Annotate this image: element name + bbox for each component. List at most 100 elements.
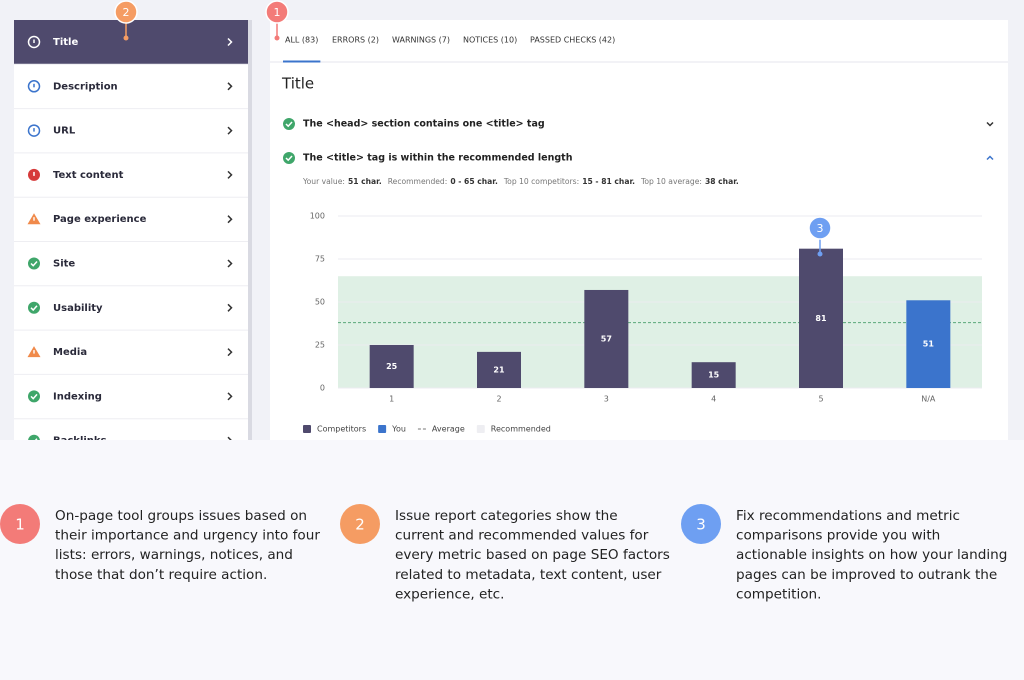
annotation-dot xyxy=(817,251,823,257)
tab[interactable]: ERRORS (2) xyxy=(332,36,379,45)
bar-label: 15 xyxy=(708,371,720,380)
caption-line: their importance and urgency into four xyxy=(55,528,320,544)
bar[interactable] xyxy=(799,248,843,388)
caption-line: experience, etc. xyxy=(395,586,504,602)
sidebar-item[interactable]: Text content xyxy=(53,170,124,181)
tab[interactable]: NOTICES (10) xyxy=(463,36,517,45)
icon-glyph xyxy=(30,260,38,267)
caption-badge xyxy=(340,504,380,544)
annotation-dot xyxy=(274,35,280,41)
bar[interactable] xyxy=(906,300,951,388)
x-tick-label: 5 xyxy=(818,395,823,404)
chevron[interactable] xyxy=(227,126,233,135)
caption-line: pages can be improved to outrank the xyxy=(736,567,997,583)
caption-line: On-page tool groups issues based on xyxy=(55,508,307,524)
legend-swatch xyxy=(476,425,485,433)
sidebar-item[interactable]: Usability xyxy=(53,303,103,314)
caption-number: 2 xyxy=(355,516,365,534)
legend-swatch xyxy=(303,425,311,433)
tab[interactable]: PASSED CHECKS (42) xyxy=(530,36,615,45)
bar-label: 51 xyxy=(923,340,935,349)
caption-line: every metric based on page SEO factors xyxy=(395,547,670,563)
chevron[interactable] xyxy=(986,121,994,127)
bar[interactable] xyxy=(691,362,736,388)
annotation-badge xyxy=(265,0,289,24)
chevron[interactable] xyxy=(227,170,233,179)
chevron[interactable] xyxy=(227,259,233,268)
sidebar-item[interactable]: Media xyxy=(53,347,87,358)
caption-line: related to metadata, text content, user xyxy=(395,567,662,583)
chevron[interactable] xyxy=(986,155,994,161)
caption-number: 3 xyxy=(696,516,706,534)
info-icon xyxy=(27,80,41,93)
annotation-number: 1 xyxy=(274,6,281,19)
bar[interactable] xyxy=(584,289,629,388)
detail-value: 15 - 81 char. xyxy=(582,177,635,186)
detail-label: Top 10 average: xyxy=(640,177,702,186)
tab[interactable]: ALL (83) xyxy=(285,36,318,45)
annotation-dot xyxy=(123,35,129,41)
chevron[interactable] xyxy=(227,436,232,444)
recommended-band xyxy=(338,276,982,388)
legend-label: Recommended xyxy=(491,425,551,434)
caption-line: Issue report categories show the xyxy=(395,508,618,524)
x-tick-label: 3 xyxy=(604,395,609,404)
tab[interactable]: WARNINGS (7) xyxy=(392,36,450,45)
sidebar-item[interactable]: Title xyxy=(53,37,78,48)
detail-value: 0 - 65 char. xyxy=(450,177,498,186)
detail-value: 51 char. xyxy=(348,177,382,186)
y-tick-label: 0 xyxy=(320,384,325,393)
pass-icon xyxy=(28,257,40,270)
sidebar-item[interactable]: Description xyxy=(53,81,118,92)
pass-icon xyxy=(28,390,40,403)
main-panel xyxy=(270,20,1008,440)
caption-line: current and recommended values for xyxy=(395,528,649,544)
chevron[interactable] xyxy=(227,37,233,47)
pass-icon xyxy=(283,118,295,130)
x-tick-label: 2 xyxy=(496,395,501,404)
sidebar-item[interactable]: Indexing xyxy=(53,391,102,402)
caption-line: those that don’t require action. xyxy=(55,567,267,583)
check-title[interactable]: The <head> section contains one <title> … xyxy=(303,119,545,130)
caption-number: 1 xyxy=(15,516,25,534)
bar-label: 57 xyxy=(601,334,612,343)
active-item[interactable] xyxy=(14,20,248,64)
caption-line: Fix recommendations and metric xyxy=(736,508,960,524)
icon-glyph xyxy=(285,121,293,128)
pass-icon xyxy=(283,152,295,164)
bar[interactable] xyxy=(477,351,521,388)
sidebar-item[interactable]: Site xyxy=(53,259,75,270)
bar[interactable] xyxy=(369,345,414,388)
sidebar-item[interactable]: Page experience xyxy=(53,214,147,225)
chevron[interactable] xyxy=(227,303,233,312)
bar-label: 25 xyxy=(386,362,398,371)
chevron[interactable] xyxy=(227,392,233,401)
sidebar-item[interactable]: URL xyxy=(53,126,76,137)
x-tick-label: 1 xyxy=(389,395,394,404)
chevron[interactable] xyxy=(227,348,233,357)
annotation-number: 2 xyxy=(123,6,130,19)
detail-label: Your value: xyxy=(302,177,345,186)
caption-badge xyxy=(681,504,721,544)
pass-icon xyxy=(28,434,40,440)
sidebar-item[interactable]: Backlinks xyxy=(53,436,107,447)
chevron[interactable] xyxy=(227,215,233,224)
caption-line: lists: errors, warnings, notices, and xyxy=(55,547,293,563)
caption-line: competition. xyxy=(736,586,822,602)
legend-label: Average xyxy=(432,425,465,434)
check-title[interactable]: The <title> tag is within the recommende… xyxy=(303,153,573,164)
details: Your value: 51 char. Recommended: 0 - 65 ch… xyxy=(302,177,739,186)
annotation-badge xyxy=(808,216,832,240)
tab-underline xyxy=(283,60,321,63)
x-tick-label: 4 xyxy=(711,395,716,404)
sidebar xyxy=(14,20,248,440)
bar-label: 21 xyxy=(493,365,505,374)
chevron[interactable] xyxy=(227,82,233,91)
y-tick-label: 50 xyxy=(315,298,325,307)
detail-value: 38 char. xyxy=(705,177,739,186)
scrollbar xyxy=(248,20,252,440)
info-icon xyxy=(27,124,41,137)
icon-glyph xyxy=(285,155,293,162)
